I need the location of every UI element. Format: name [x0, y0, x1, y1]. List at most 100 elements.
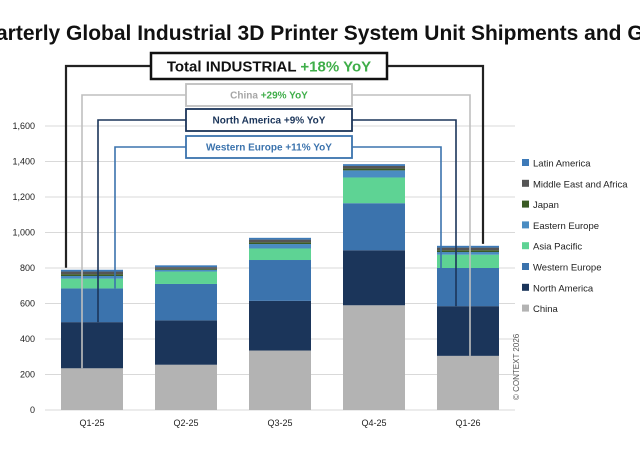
bar-segment — [61, 278, 123, 289]
x-axis: Q1-25 Q2-25 Q3-25 Q4-25 Q1-26 — [79, 418, 480, 428]
bar-segment — [155, 268, 217, 270]
bar-segment — [61, 322, 123, 369]
legend-swatch — [522, 179, 529, 187]
legend-swatch — [522, 159, 529, 166]
connector-line — [114, 146, 186, 289]
y-tick-label: 1,000 — [12, 228, 35, 238]
bar-segment — [343, 168, 405, 171]
bar-segment — [249, 260, 311, 301]
legend: Latin America Middle East and Africa Japan… — [522, 159, 628, 315]
legend-item: China — [522, 304, 559, 315]
bar-stack — [249, 237, 311, 410]
y-tick-label: 1,200 — [12, 192, 35, 202]
annotation-growth: +29% YoY — [261, 91, 308, 102]
bar-segment — [61, 269, 123, 272]
bar-stack — [155, 265, 217, 410]
bar-segment — [437, 306, 499, 356]
bar-segment — [437, 247, 499, 251]
x-tick-label: Q2-25 — [173, 418, 198, 428]
bar-segment — [249, 242, 311, 245]
annotation-box — [185, 108, 353, 132]
bar-segment — [249, 300, 311, 351]
bar-segment — [437, 252, 499, 255]
connector-line — [352, 119, 457, 307]
bar-segment — [155, 269, 217, 272]
bar-segment — [343, 170, 405, 178]
copyright-text: © CONTEXT 2026 — [512, 333, 521, 400]
legend-label: China — [533, 304, 559, 315]
bar-segment — [155, 271, 217, 284]
annotation-box — [185, 135, 353, 159]
bar-segment — [437, 355, 499, 410]
bar-segment — [61, 288, 123, 323]
legend-swatch — [522, 221, 529, 229]
bar-segment — [343, 250, 405, 306]
x-tick-label: Q1-26 — [455, 418, 480, 428]
legend-label: Middle East and Africa — [533, 179, 628, 190]
bar-segment — [437, 268, 499, 307]
bar-stack — [61, 269, 123, 410]
bar-segment — [343, 164, 405, 166]
bar-segment — [437, 245, 499, 248]
x-tick-label: Q4-25 — [361, 418, 386, 428]
bar-segment — [155, 283, 217, 321]
legend-swatch — [522, 283, 529, 291]
legend-item: Latin America — [522, 159, 591, 170]
annotation-total-industrial: Total INDUSTRIAL +18% YoY — [64, 51, 485, 268]
y-tick-label: 1,400 — [12, 157, 35, 167]
bar-segment — [249, 244, 311, 249]
annotation-label: Western Europe +11% YoY — [206, 143, 332, 154]
connector-line — [352, 146, 442, 268]
bars-group — [61, 164, 499, 410]
legend-swatch — [522, 263, 529, 270]
legend-item: Japan — [522, 200, 559, 211]
connector-line — [64, 64, 151, 268]
bar-segment — [155, 364, 217, 410]
legend-label: Asia Pacific — [533, 242, 582, 253]
annotation-series-name: North America — [213, 116, 284, 127]
annotation-growth: +9% YoY — [284, 116, 326, 127]
bar-segment — [343, 203, 405, 251]
legend-swatch — [522, 242, 529, 250]
y-tick-label: 200 — [20, 370, 35, 380]
bar-segment — [155, 267, 217, 269]
legend-swatch — [522, 304, 529, 312]
annotation-label: Total INDUSTRIAL +18% YoY — [167, 58, 371, 75]
legend-item: Asia Pacific — [522, 242, 582, 253]
y-axis: 0 200 400 600 800 1,000 1,200 1,400 1,600 — [12, 121, 35, 415]
chart-title: arterly Global Industrial 3D Printer Sys… — [0, 22, 640, 45]
bar-segment — [249, 239, 311, 243]
x-tick-label: Q3-25 — [267, 418, 292, 428]
annotation-china: China +29% YoY — [81, 83, 471, 369]
bar-segment — [61, 274, 123, 276]
y-tick-label: 400 — [20, 334, 35, 344]
bar-stack — [343, 164, 405, 410]
bar-segment — [61, 368, 123, 410]
bar-segment — [437, 254, 499, 268]
annotation-box — [149, 51, 389, 81]
y-tick-label: 800 — [20, 263, 35, 273]
legend-item: Middle East and Africa — [522, 179, 628, 190]
annotation-growth: +11% YoY — [285, 143, 332, 154]
annotation-north-america: North America +9% YoY — [97, 108, 457, 323]
bar-segment — [249, 350, 311, 410]
legend-item: North America — [522, 283, 594, 294]
annotation-label: North America +9% YoY — [213, 116, 326, 127]
bar-segment — [343, 177, 405, 204]
annotation-series-name: China — [230, 91, 261, 102]
x-tick-label: Q1-25 — [79, 418, 104, 428]
bar-segment — [61, 275, 123, 279]
annotation-series-name: Total INDUSTRIAL — [167, 58, 301, 75]
bar-segment — [437, 250, 499, 253]
y-tick-label: 1,600 — [12, 121, 35, 131]
connector-line — [97, 119, 186, 323]
legend-label: Eastern Europe — [533, 221, 599, 232]
connector-line — [387, 64, 485, 244]
legend-label: Latin America — [533, 159, 591, 170]
legend-label: Japan — [533, 200, 559, 211]
bar-segment — [249, 237, 311, 240]
legend-item: Eastern Europe — [522, 221, 599, 232]
y-tick-label: 0 — [30, 405, 35, 415]
connector-line — [81, 94, 186, 369]
